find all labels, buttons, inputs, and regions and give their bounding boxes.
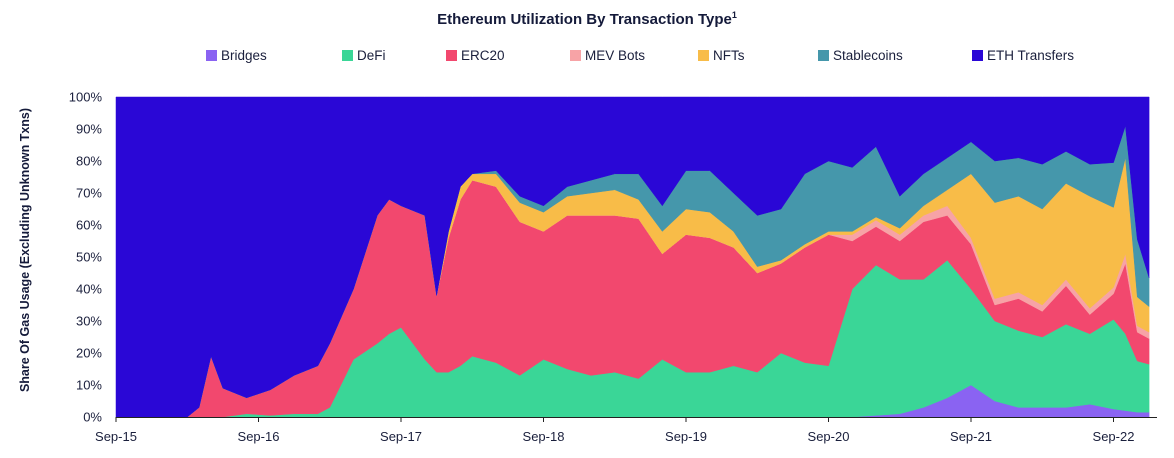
x-tick-label: Sep-16 <box>238 429 280 444</box>
legend-swatch <box>342 50 353 61</box>
chart-title: Ethereum Utilization By Transaction Type… <box>0 10 1174 28</box>
legend-swatch <box>972 50 983 61</box>
legend-swatch <box>206 50 217 61</box>
legend-item-erc20: ERC20 <box>446 48 505 63</box>
legend-item-defi: DeFi <box>342 48 386 63</box>
chart-title-footnote: 1 <box>731 10 737 20</box>
legend-label: DeFi <box>357 48 386 63</box>
legend-label: Stablecoins <box>833 48 903 63</box>
legend-item-mev-bots: MEV Bots <box>570 48 645 63</box>
y-tick-label: 100% <box>69 90 103 105</box>
legend-swatch <box>570 50 581 61</box>
area-series-eth-transfers <box>115 96 1150 418</box>
x-tick-label: Sep-21 <box>950 429 992 444</box>
chart-legend: Bridges DeFi ERC20 MEV Bots NFTs Stablecoins E… <box>206 48 1106 68</box>
legend-swatch <box>698 50 709 61</box>
legend-label: MEV Bots <box>585 48 646 63</box>
legend-label: ETH Transfers <box>987 48 1075 63</box>
x-tick-label: Sep-20 <box>808 429 850 444</box>
y-tick-label: 60% <box>76 218 102 233</box>
y-tick-label: 30% <box>76 314 102 329</box>
y-tick-label: 20% <box>76 346 102 361</box>
legend-item-stablecoins: Stablecoins <box>818 48 903 63</box>
stacked-areas <box>115 96 1150 418</box>
legend-label: Bridges <box>221 48 267 63</box>
y-tick-label: 80% <box>76 154 102 169</box>
legend-item-eth-transfers: ETH Transfers <box>972 48 1074 63</box>
legend-item-nfts: NFTs <box>698 48 745 63</box>
chart-title-text: Ethereum Utilization By Transaction Type <box>437 11 732 28</box>
legend-swatch <box>818 50 829 61</box>
y-tick-label: 10% <box>76 378 102 393</box>
y-tick-label: 50% <box>76 250 102 265</box>
legend-item-bridges: Bridges <box>206 48 267 63</box>
x-tick-label: Sep-19 <box>665 429 707 444</box>
x-tick-label: Sep-22 <box>1093 429 1135 444</box>
legend-label: NFTs <box>713 48 745 63</box>
legend-swatch <box>446 50 457 61</box>
x-tick-label: Sep-17 <box>380 429 422 444</box>
x-tick-label: Sep-18 <box>523 429 565 444</box>
y-tick-label: 0% <box>83 410 102 425</box>
y-tick-label: 40% <box>76 282 102 297</box>
legend-label: ERC20 <box>461 48 505 63</box>
x-tick-label: Sep-15 <box>95 429 137 444</box>
y-tick-label: 90% <box>76 122 102 137</box>
chart-axes: 0% 10% 20% 30% 40% 50% 60% 70% 80% 90% 100% Sep-15 S… <box>69 90 1157 444</box>
y-tick-label: 70% <box>76 186 102 201</box>
